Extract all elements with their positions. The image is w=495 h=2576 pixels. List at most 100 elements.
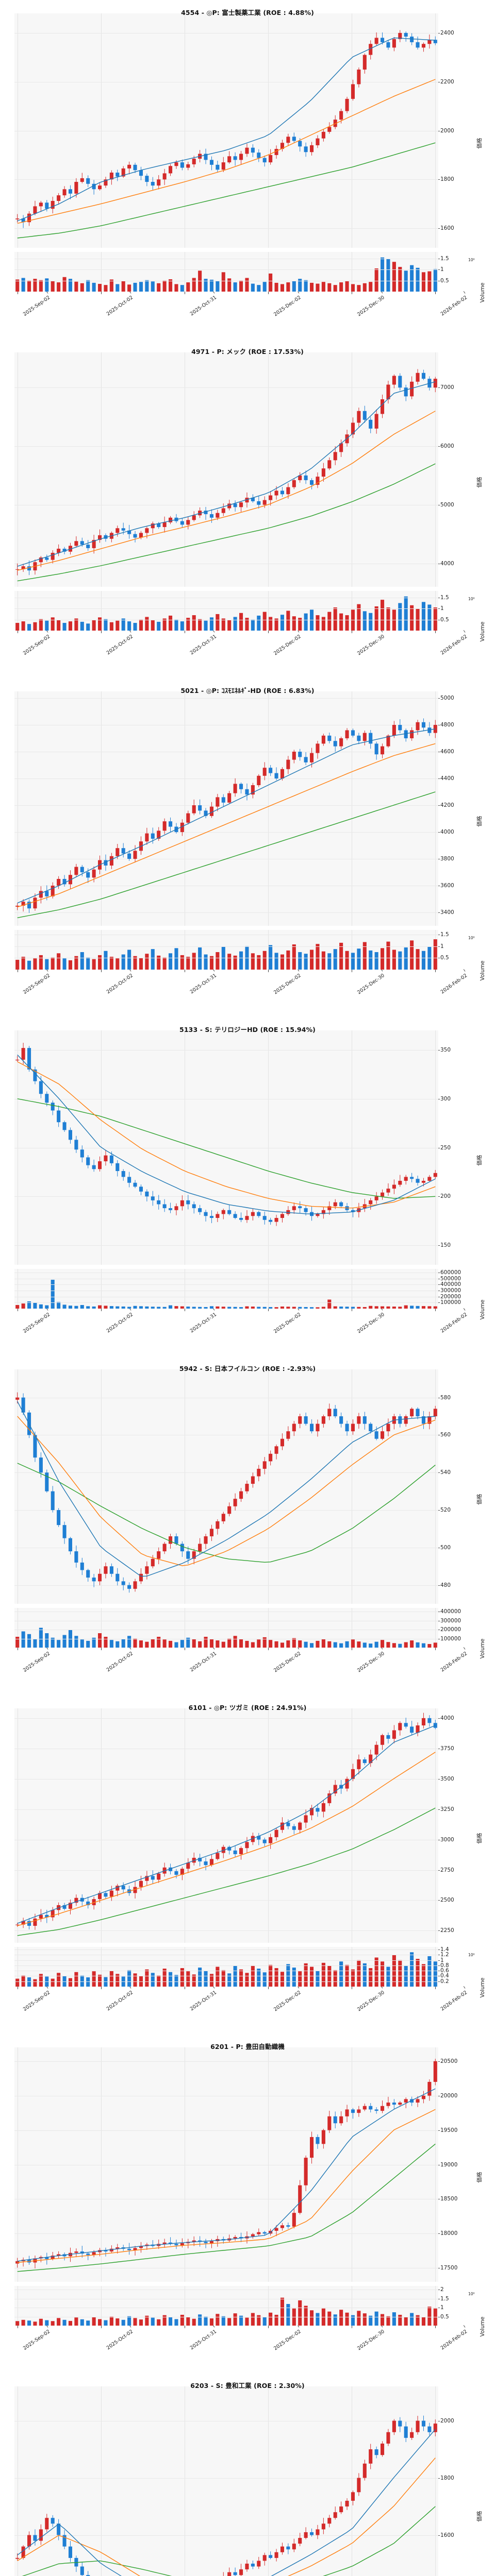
gridline-vertical bbox=[101, 2386, 102, 2576]
volume-tick-label: 1.2 bbox=[437, 1952, 449, 1958]
x-axis-tick-label: 2026-Feb-02 bbox=[439, 1312, 469, 1334]
y-axis-tick-label: 4000 bbox=[437, 560, 454, 567]
x-axis-tick-label: 2026-Feb-02 bbox=[439, 1651, 469, 1673]
y-axis-tick-label: 4600 bbox=[437, 749, 454, 755]
gridline-vertical bbox=[101, 1269, 102, 1309]
volume-exponent-label: 10⁶ bbox=[468, 597, 475, 601]
volume-tick-label: 300000 bbox=[437, 1287, 461, 1294]
volume-tick-label: 100000 bbox=[437, 1299, 461, 1306]
x-axis-tick-label: 2025-Oct-02 bbox=[105, 295, 135, 317]
x-tick-mark bbox=[268, 970, 269, 972]
y-axis-tick-label: 3800 bbox=[437, 856, 454, 862]
y-axis-tick-label: 520 bbox=[437, 1507, 451, 1513]
candlestick-series bbox=[15, 2415, 437, 2576]
volume-tick-label: 1.5 bbox=[437, 594, 449, 601]
gridline-horizontal bbox=[14, 179, 438, 180]
gridline-vertical bbox=[435, 1369, 436, 1604]
y-axis-tick-label: 580 bbox=[437, 1394, 451, 1401]
panel-title: 5133 - S: テリロジーHD (ROE : 15.94%) bbox=[179, 1026, 316, 1033]
price-plot-area bbox=[14, 352, 438, 587]
price-plot-area bbox=[14, 1030, 438, 1265]
panel-title: 5942 - S: 日本フイルコン (ROE : -2.93%) bbox=[179, 1365, 316, 1372]
y-axis-tick-label: 3600 bbox=[437, 883, 454, 889]
price-axis-title: 価格 bbox=[476, 138, 483, 149]
x-tick-mark bbox=[101, 1648, 102, 1650]
y-axis-tick-label: 3400 bbox=[437, 909, 454, 916]
volume-tick-label: 400000 bbox=[437, 1608, 461, 1615]
x-axis-tick-label: 2025-Sep-02 bbox=[22, 295, 52, 318]
x-tick-mark bbox=[435, 1648, 436, 1650]
x-axis-tick-label: 2025-Dec-02 bbox=[273, 634, 302, 657]
gridline-vertical bbox=[101, 930, 102, 970]
gridline-horizontal bbox=[14, 1960, 438, 1961]
stock-panel: 6101 - ◎P: ツガミ (ROE : 24.91%) 2025-Sep-02… bbox=[0, 1695, 495, 2034]
gridline-vertical bbox=[435, 2286, 436, 2326]
y-axis-tick-label: 500 bbox=[437, 1544, 451, 1551]
volume-plot-area bbox=[14, 1947, 438, 1987]
y-axis-tick-label: 1600 bbox=[437, 225, 454, 232]
volume-exponent-label: 10⁶ bbox=[468, 1953, 475, 1957]
stock-panel: 4971 - P: メック (ROE : 17.53%) 2025-Sep-02 2… bbox=[0, 339, 495, 678]
y-axis-tick-label: 18500 bbox=[437, 2196, 458, 2202]
x-tick-mark bbox=[435, 970, 436, 972]
y-axis-tick-label: 480 bbox=[437, 1582, 451, 1588]
price-plot-area bbox=[14, 1708, 438, 1943]
volume-exponent-label: 10⁶ bbox=[468, 936, 475, 940]
gridline-horizontal bbox=[14, 1196, 438, 1197]
y-axis-tick-label: 19500 bbox=[437, 2127, 458, 2133]
x-axis-tick-label: 2025-Dec-30 bbox=[356, 2329, 386, 2352]
gridline-vertical bbox=[268, 930, 269, 970]
price-plot-area bbox=[14, 1369, 438, 1604]
price-axis-title: 価格 bbox=[476, 2511, 483, 2522]
x-axis-tick-label: 2025-Oct-02 bbox=[105, 973, 135, 995]
x-axis-tick-label: 2025-Oct-31 bbox=[189, 634, 218, 656]
gridline-horizontal bbox=[14, 1900, 438, 1901]
x-tick-mark bbox=[435, 292, 436, 294]
y-axis-tick-label: 2500 bbox=[437, 1897, 454, 1904]
price-plot-area bbox=[14, 691, 438, 926]
volume-plot-area bbox=[14, 930, 438, 970]
gridline-vertical bbox=[268, 1030, 269, 1265]
price-axis-title: 価格 bbox=[476, 2172, 483, 2183]
x-tick-mark bbox=[101, 970, 102, 972]
gridline-vertical bbox=[268, 1947, 269, 1987]
gridline-horizontal bbox=[14, 608, 438, 609]
y-axis-tick-label: 3500 bbox=[437, 1775, 454, 1782]
gridline-vertical bbox=[435, 691, 436, 926]
y-axis-tick-label: 300 bbox=[437, 1095, 451, 1102]
volume-tick-label: 1 bbox=[437, 943, 444, 950]
x-axis-tick-label: 2025-Sep-02 bbox=[22, 973, 52, 996]
y-axis-tick-label: 1800 bbox=[437, 176, 454, 183]
gridline-vertical bbox=[101, 2047, 102, 2282]
price-axis-title: 価格 bbox=[476, 816, 483, 827]
y-axis-tick-label: 3750 bbox=[437, 1745, 454, 1752]
x-axis-tick-label: 2025-Oct-02 bbox=[105, 2329, 135, 2351]
volume-axis-title: Volume bbox=[480, 1299, 486, 1320]
y-axis-tick-label: 1600 bbox=[437, 2532, 454, 2538]
y-axis-tick-label: 17500 bbox=[437, 2265, 458, 2272]
x-axis-tick-label: 2025-Oct-31 bbox=[189, 1990, 218, 2012]
y-axis-tick-label: 2000 bbox=[437, 127, 454, 134]
gridline-vertical bbox=[435, 1608, 436, 1648]
y-axis-tick-label: 19000 bbox=[437, 2161, 458, 2168]
gridline-horizontal bbox=[14, 1965, 438, 1966]
gridline-vertical bbox=[435, 1269, 436, 1309]
volume-series bbox=[15, 596, 437, 631]
y-axis-tick-label: 3250 bbox=[437, 1806, 454, 1812]
x-axis-tick-label: 2025-Dec-30 bbox=[356, 1990, 386, 2013]
y-axis-tick-label: 250 bbox=[437, 1144, 451, 1151]
volume-tick-label: 0.4 bbox=[437, 1973, 449, 1979]
x-axis-tick-label: 2025-Dec-02 bbox=[273, 1312, 302, 1335]
gridline-horizontal bbox=[14, 832, 438, 833]
stock-panel: 4554 - ◎P: 富士製薬工業 (ROE : 4.88%) 2025-Sep-… bbox=[0, 0, 495, 339]
y-axis-tick-label: 5000 bbox=[437, 501, 454, 508]
x-tick-mark bbox=[435, 1987, 436, 1989]
x-axis-tick-label: 2025-Dec-02 bbox=[273, 1990, 302, 2013]
y-axis-tick-label: 540 bbox=[437, 1469, 451, 1476]
volume-series bbox=[15, 2297, 437, 2326]
x-axis-tick-label: 2025-Sep-02 bbox=[22, 1312, 52, 1335]
x-tick-mark bbox=[268, 1987, 269, 1989]
volume-tick-label: 1.4 bbox=[437, 1946, 449, 1953]
x-tick-mark bbox=[101, 1309, 102, 1311]
x-tick-mark bbox=[435, 2326, 436, 2328]
